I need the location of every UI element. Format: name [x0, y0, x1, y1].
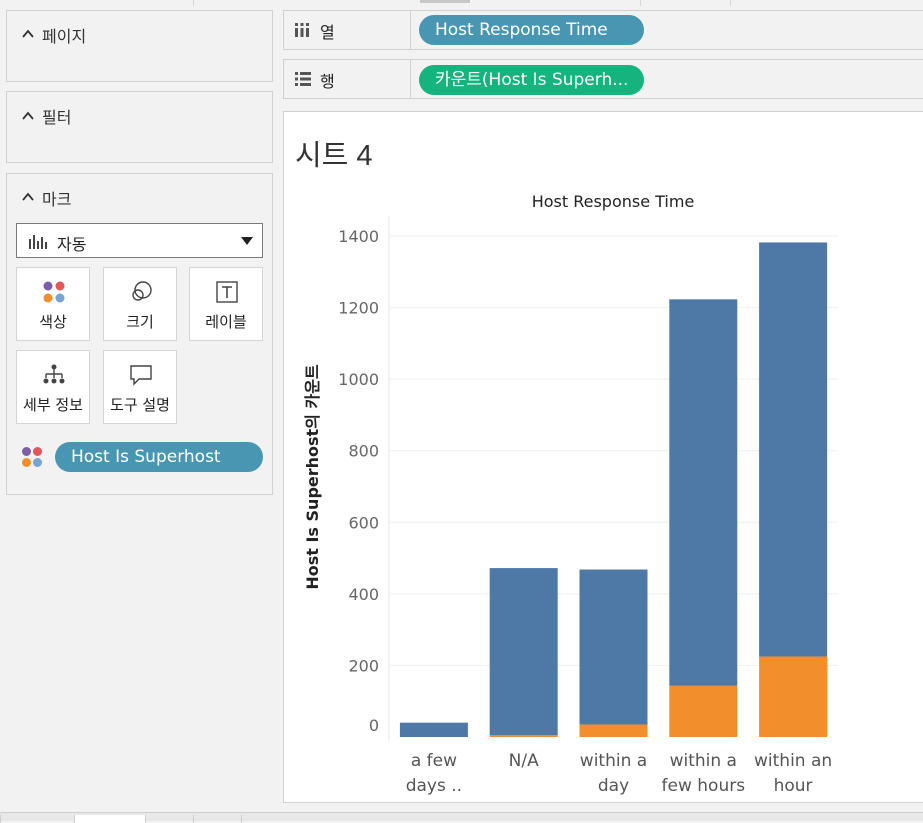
text-label-icon [216, 281, 238, 303]
x-tick-label: within a [580, 751, 647, 771]
chevron-up-icon[interactable] [21, 27, 35, 41]
sheet-tab[interactable] [241, 815, 290, 823]
top-divider [640, 0, 641, 6]
x-tick-label: a few [411, 751, 457, 771]
filters-card[interactable]: 필터 [6, 91, 273, 163]
sheet-tab[interactable] [193, 815, 242, 823]
shelf-divider [410, 60, 411, 98]
size-button[interactable]: 크기 [103, 267, 177, 341]
bar-segment[interactable] [759, 242, 828, 657]
mark-type-dropdown[interactable]: 자동 [16, 223, 263, 258]
y-tick-label: 1000 [338, 370, 379, 389]
rows-icon [295, 72, 311, 86]
bar-chart-icon [29, 235, 47, 249]
top-divider [730, 0, 731, 6]
bar-segment[interactable] [489, 735, 558, 737]
sheet-title: 시트 4 [295, 140, 373, 172]
sheet-tab-bar [0, 812, 923, 823]
bar-segment[interactable] [669, 299, 738, 686]
color-dots-icon [43, 281, 65, 303]
speech-bubble-icon [130, 365, 152, 386]
columns-icon [295, 23, 309, 37]
top-strip [0, 0, 923, 6]
y-tick-label: 200 [348, 656, 379, 675]
tooltip-button-label: 도구 설명 [110, 396, 170, 414]
x-tick-label: N/A [509, 751, 539, 771]
x-tick-label: few hours [662, 776, 746, 796]
filters-title: 필터 [42, 108, 72, 127]
color-field-pill[interactable]: Host Is Superhost [55, 442, 263, 472]
size-icon [132, 281, 152, 301]
y-tick-label: 400 [348, 585, 379, 604]
columns-pill[interactable]: Host Response Time [419, 15, 644, 45]
bar-segment[interactable] [669, 685, 738, 737]
sheet-tab[interactable] [74, 815, 146, 823]
color-button-label: 색상 [39, 313, 67, 331]
label-button-label: 레이블 [205, 313, 247, 331]
detail-button[interactable]: 세부 정보 [16, 350, 90, 424]
sheet-tab[interactable] [145, 815, 194, 823]
y-axis-title: Host Is Superhost의 카운트 [303, 364, 322, 590]
label-button[interactable]: 레이블 [189, 267, 263, 341]
rows-pill[interactable]: 카운트(Host Is Superh... [419, 65, 644, 95]
columns-label: 열 [320, 23, 335, 42]
x-tick-label: within an [754, 751, 832, 771]
chevron-up-icon[interactable] [21, 190, 35, 204]
y-tick-label: 600 [348, 513, 379, 532]
x-tick-label: hour [774, 776, 813, 796]
bar-segment[interactable] [579, 724, 648, 737]
bar-segment[interactable] [399, 722, 468, 737]
pages-card[interactable]: 페이지 [6, 10, 273, 82]
color-dots-icon [22, 447, 42, 467]
detail-button-label: 세부 정보 [23, 396, 83, 414]
y-tick-label: 1400 [338, 227, 379, 246]
top-tab-hint [420, 0, 470, 3]
tooltip-button[interactable]: 도구 설명 [103, 350, 177, 424]
y-tick-label: 800 [348, 442, 379, 461]
hierarchy-icon [43, 364, 65, 384]
chevron-down-icon [241, 237, 253, 245]
bar-segment[interactable] [579, 569, 648, 725]
shelf-divider [410, 11, 411, 49]
bar-segment[interactable] [489, 568, 558, 736]
x-tick-label: within a [670, 751, 737, 771]
y-tick-label: 1200 [338, 299, 379, 318]
mark-type-label: 자동 [57, 235, 87, 254]
bar-segment[interactable] [759, 656, 828, 737]
top-divider [193, 0, 194, 6]
color-button[interactable]: 색상 [16, 267, 90, 341]
chevron-up-icon[interactable] [21, 109, 35, 123]
marks-title: 마크 [42, 190, 72, 209]
pages-title: 페이지 [42, 27, 87, 46]
y-tick-label: 0 [369, 716, 379, 735]
size-button-label: 크기 [126, 313, 154, 331]
x-tick-label: days .. [406, 776, 462, 796]
x-tick-label: day [598, 776, 629, 796]
rows-label: 행 [320, 72, 335, 91]
chart-title: Host Response Time [532, 192, 695, 211]
sheet-tab[interactable] [0, 815, 75, 823]
